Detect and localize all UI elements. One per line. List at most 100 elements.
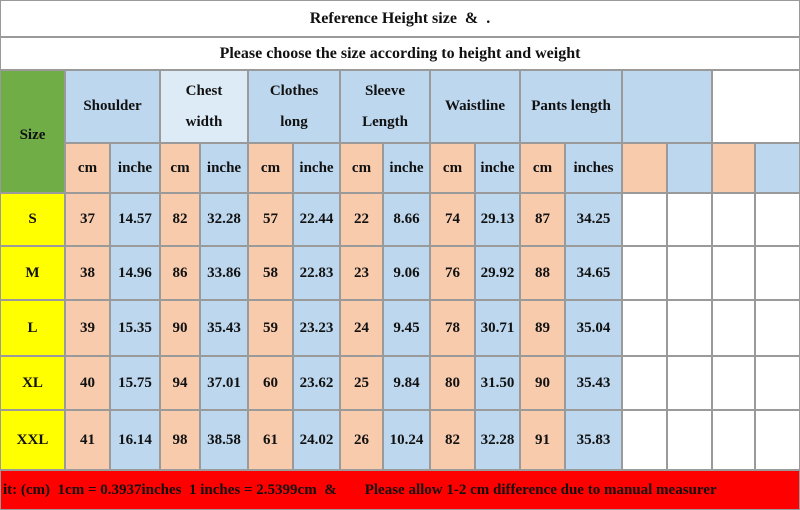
size-value: 90: [520, 356, 565, 410]
size-value: 15.35: [110, 300, 160, 356]
unit-header: cm: [160, 143, 200, 193]
unit-header: cm: [430, 143, 475, 193]
blank: [755, 246, 800, 300]
size-value: 9.45: [383, 300, 430, 356]
size-value: 59: [248, 300, 293, 356]
column-header: Sleeve Length: [340, 70, 430, 143]
size-value: 31.50: [475, 356, 520, 410]
header-line: long: [280, 113, 308, 130]
blank: [755, 356, 800, 410]
size-value: 23: [340, 246, 383, 300]
size-value: 25: [340, 356, 383, 410]
column-header: Clothes long: [248, 70, 340, 143]
unit-header: inche: [475, 143, 520, 193]
blank: [712, 246, 755, 300]
blank: [755, 300, 800, 356]
blank: [712, 143, 755, 193]
column-header: Pants length: [520, 70, 622, 143]
size-value: 14.57: [110, 193, 160, 246]
size-value: 8.66: [383, 193, 430, 246]
size-value: 86: [160, 246, 200, 300]
size-value: 14.96: [110, 246, 160, 300]
header-line: Sleeve: [365, 82, 405, 99]
size-value: 35.43: [565, 356, 622, 410]
size-label: S: [0, 193, 65, 246]
blank: [755, 193, 800, 246]
title: Reference Height size & .: [0, 0, 800, 37]
blank: [755, 410, 800, 470]
column-header: Waistline: [430, 70, 520, 143]
unit-header: cm: [65, 143, 110, 193]
blank: [667, 410, 712, 470]
blank: [622, 193, 667, 246]
blank: [712, 356, 755, 410]
size-value: 82: [430, 410, 475, 470]
size-value: 24.02: [293, 410, 340, 470]
size-value: 88: [520, 246, 565, 300]
size-value: 15.75: [110, 356, 160, 410]
size-label: XXL: [0, 410, 65, 470]
size-header: Size: [0, 70, 65, 193]
column-header: Chest width: [160, 70, 248, 143]
size-value: 34.65: [565, 246, 622, 300]
size-value: 23.62: [293, 356, 340, 410]
unit-header: cm: [340, 143, 383, 193]
header-line: width: [185, 113, 223, 130]
blank: [622, 70, 712, 143]
size-value: 22.44: [293, 193, 340, 246]
blank: [667, 143, 712, 193]
blank: [622, 143, 667, 193]
size-value: 32.28: [200, 193, 248, 246]
size-value: 29.92: [475, 246, 520, 300]
size-value: 33.86: [200, 246, 248, 300]
size-value: 32.28: [475, 410, 520, 470]
size-value: 91: [520, 410, 565, 470]
size-value: 80: [430, 356, 475, 410]
blank: [667, 300, 712, 356]
size-label: L: [0, 300, 65, 356]
size-value: 98: [160, 410, 200, 470]
size-value: 22.83: [293, 246, 340, 300]
blank: [712, 300, 755, 356]
column-header: Shoulder: [65, 70, 160, 143]
header-line: Shoulder: [83, 98, 142, 114]
size-value: 76: [430, 246, 475, 300]
size-value: 35.83: [565, 410, 622, 470]
footer: it: (cm) 1cm = 0.3937inches 1 inches = 2…: [0, 470, 800, 510]
header-line: Chest: [185, 82, 223, 99]
size-value: 10.24: [383, 410, 430, 470]
size-value: 39: [65, 300, 110, 356]
header-line: Waistline: [444, 98, 505, 114]
size-value: 22: [340, 193, 383, 246]
unit-header: inche: [200, 143, 248, 193]
size-value: 60: [248, 356, 293, 410]
size-value: 94: [160, 356, 200, 410]
unit-header: inche: [293, 143, 340, 193]
size-value: 37.01: [200, 356, 248, 410]
blank: [712, 70, 800, 143]
size-label: M: [0, 246, 65, 300]
size-value: 16.14: [110, 410, 160, 470]
size-value: 37: [65, 193, 110, 246]
unit-header: cm: [248, 143, 293, 193]
subtitle: Please choose the size according to heig…: [0, 37, 800, 70]
header-line: Pants length: [531, 98, 611, 114]
size-value: 30.71: [475, 300, 520, 356]
size-value: 90: [160, 300, 200, 356]
footer-note: it: (cm) 1cm = 0.3937inches 1 inches = 2…: [3, 481, 337, 498]
size-value: 41: [65, 410, 110, 470]
blank: [712, 410, 755, 470]
size-value: 34.25: [565, 193, 622, 246]
size-value: 89: [520, 300, 565, 356]
blank: [622, 410, 667, 470]
size-value: 82: [160, 193, 200, 246]
unit-header: inche: [383, 143, 430, 193]
size-value: 38.58: [200, 410, 248, 470]
size-value: 61: [248, 410, 293, 470]
blank: [622, 246, 667, 300]
unit-header: cm: [520, 143, 565, 193]
size-value: 87: [520, 193, 565, 246]
footer-note: Please allow 1-2 cm difference due to ma…: [364, 481, 717, 498]
blank: [622, 300, 667, 356]
size-value: 29.13: [475, 193, 520, 246]
